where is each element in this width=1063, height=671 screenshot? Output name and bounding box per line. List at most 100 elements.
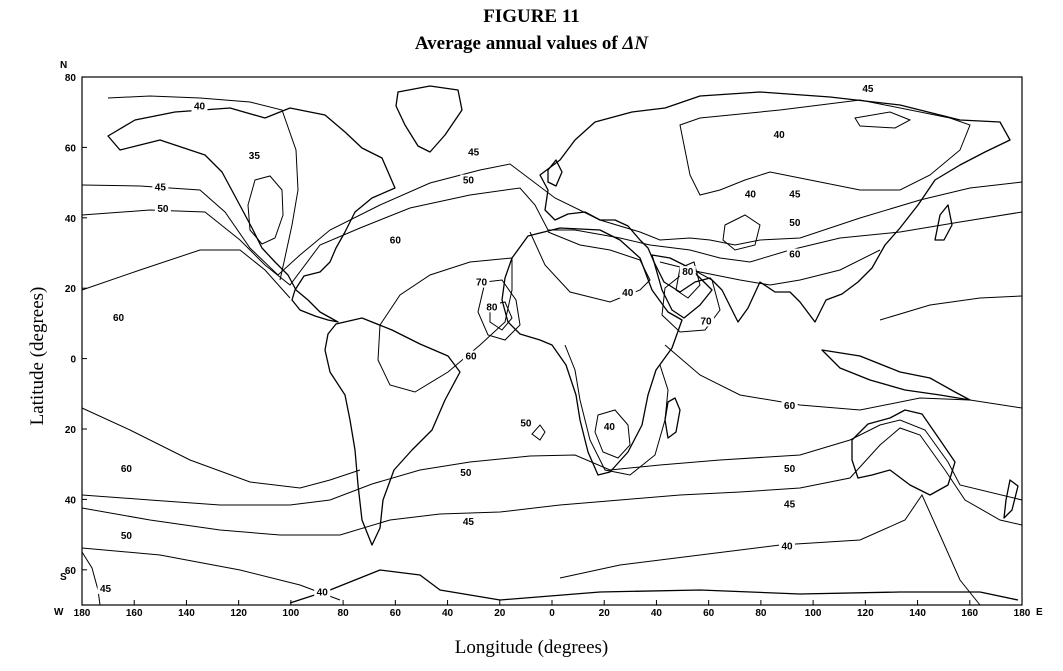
- contour-label: 50: [784, 464, 796, 475]
- south-marker: S: [60, 572, 67, 583]
- lon-tick-label: 40: [651, 608, 663, 619]
- latitude-ticks: 80 60 40 20 0 20 40 60: [65, 73, 87, 577]
- contour-label-bg: [781, 498, 798, 510]
- north-marker: N: [60, 60, 67, 71]
- figure-title: FIGURE 11: [483, 6, 580, 27]
- contour-label-bg: [154, 202, 171, 214]
- contour-label-bg: [460, 516, 477, 528]
- contour-label: 40: [604, 422, 616, 433]
- contour-label: 60: [113, 313, 125, 324]
- contour-label: 45: [100, 584, 112, 595]
- contour-label-bg: [483, 301, 500, 313]
- isolines: [81, 95, 1023, 606]
- isoline-60-indo-pacific: [664, 344, 1023, 411]
- contour-label-bg: [246, 149, 263, 161]
- contour-label-bg: [118, 463, 135, 475]
- lon-tick-label: 40: [442, 608, 454, 619]
- lon-tick-label: 20: [494, 608, 506, 619]
- contour-label: 40: [317, 587, 329, 598]
- contour-label: 45: [862, 84, 874, 95]
- east-marker: E: [1036, 607, 1043, 618]
- lat-tick-label: 80: [65, 73, 77, 84]
- contour-label-bg: [742, 188, 759, 200]
- longitude-ticks: 180 160 140 120 100 80 60 40 20 0 20 40 60 80 100 120 14…: [74, 600, 1031, 619]
- isoline-40-africa: [529, 231, 651, 303]
- madagascar-coast: [664, 397, 681, 439]
- isoline-40-southern-ocean: [559, 493, 981, 606]
- lon-tick-label: 0: [549, 608, 555, 619]
- contour-label: 80: [682, 267, 694, 278]
- contour-label: 40: [745, 190, 757, 201]
- contour-label-bg: [460, 174, 477, 186]
- lon-tick-label: 80: [338, 608, 350, 619]
- contour-label-bg: [771, 128, 788, 140]
- contour-label: 40: [194, 102, 206, 113]
- contour-label-bg: [781, 399, 798, 411]
- x-axis-label: Longitude (degrees): [454, 637, 609, 658]
- map-frame: [81, 76, 1023, 606]
- isoline-50-south-atlantic: [81, 419, 1023, 506]
- contour-label: 45: [784, 499, 796, 510]
- delta-n-symbol: ΔN: [622, 33, 649, 54]
- contour-label: 45: [155, 183, 167, 194]
- arabia-coast: [651, 254, 713, 319]
- lat-tick-label: 60: [65, 143, 77, 154]
- south-america-coast: [324, 317, 461, 546]
- lon-tick-label: 100: [283, 608, 300, 619]
- isoline-45-north: [81, 163, 1023, 276]
- isoline-60-asia: [659, 249, 881, 286]
- contour-label-bg: [619, 287, 636, 299]
- isoline-50-south-indian: [531, 424, 546, 441]
- lon-tick-label: 80: [755, 608, 767, 619]
- contour-label: 50: [789, 218, 801, 229]
- lon-tick-label: 160: [126, 608, 143, 619]
- contour-label: 60: [784, 401, 796, 412]
- contour-label: 40: [781, 542, 793, 553]
- isoline-45-south-pacific-corner: [81, 551, 101, 606]
- contour-label-bg: [465, 146, 482, 158]
- contour-label: 50: [121, 531, 133, 542]
- isoline-80-atlantic: [489, 301, 513, 331]
- lat-tick-label: 0: [70, 355, 76, 366]
- contour-label-bg: [779, 540, 795, 552]
- isoline-80-arabia: [675, 261, 701, 299]
- lon-tick-label: 60: [390, 608, 402, 619]
- lon-tick-label: 140: [178, 608, 195, 619]
- contour-label: 70: [700, 316, 712, 327]
- isoline-40-south: [81, 547, 341, 601]
- isoline-35: [247, 175, 284, 245]
- contour-label: 80: [486, 302, 498, 313]
- lon-tick-label: 180: [74, 608, 91, 619]
- contour-label-bg: [698, 315, 715, 327]
- antarctica-coast: [289, 569, 1019, 604]
- lon-tick-label: 100: [805, 608, 822, 619]
- contour-label-bg: [314, 586, 331, 598]
- contour-label-bg: [517, 417, 534, 429]
- isoline-45-siberia: [854, 111, 912, 129]
- contour-label: 45: [789, 190, 801, 201]
- isoline-60-pacific-east: [879, 295, 1023, 321]
- contour-label: 45: [463, 517, 475, 528]
- contour-labels: 40 35 45 50 45 50 60 60 70 80 60 40 80 70 45 40 40 45 50 60…: [97, 83, 876, 598]
- lat-tick-label: 60: [65, 566, 77, 577]
- lon-tick-label: 180: [1014, 608, 1031, 619]
- contour-label-bg: [473, 276, 490, 288]
- contour-label: 70: [476, 278, 488, 289]
- north-america-coast: [107, 107, 396, 323]
- contour-label-bg: [110, 311, 127, 323]
- isoline-40-southern-africa: [594, 409, 631, 459]
- contour-label: 60: [121, 464, 133, 475]
- contour-label: 60: [465, 352, 477, 363]
- contour-label: 45: [468, 147, 480, 158]
- lon-tick-label: 120: [857, 608, 874, 619]
- japan-coast: [934, 204, 953, 241]
- contour-label-bg: [457, 466, 474, 478]
- isoline-60-east-africa: [564, 344, 669, 476]
- contour-label-bg: [152, 181, 169, 193]
- australia-coast: [851, 409, 956, 496]
- contour-label: 35: [249, 151, 261, 162]
- lon-tick-label: 140: [909, 608, 926, 619]
- maritime-se-asia-coast: [821, 349, 971, 401]
- contour-label: 40: [622, 288, 634, 299]
